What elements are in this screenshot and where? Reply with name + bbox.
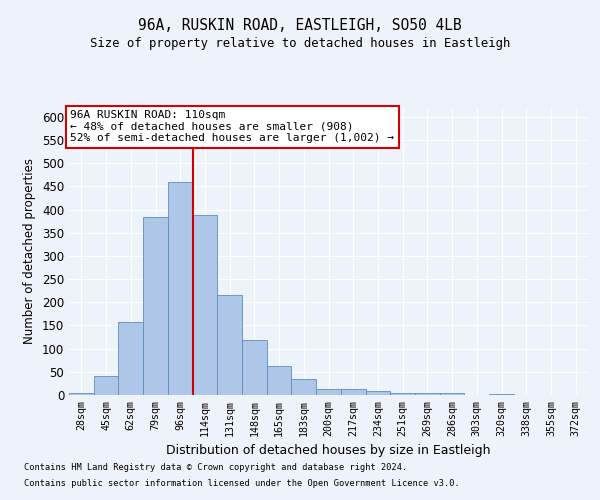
Bar [242, 340, 267, 395]
Text: Contains HM Land Registry data © Crown copyright and database right 2024.: Contains HM Land Registry data © Crown c… [24, 462, 407, 471]
Text: Size of property relative to detached houses in Eastleigh: Size of property relative to detached ho… [90, 38, 510, 51]
Bar [143, 218, 168, 395]
Bar [365, 391, 390, 395]
X-axis label: Distribution of detached houses by size in Eastleigh: Distribution of detached houses by size … [166, 444, 491, 457]
Text: 96A RUSKIN ROAD: 110sqm
← 48% of detached houses are smaller (908)
52% of semi-d: 96A RUSKIN ROAD: 110sqm ← 48% of detache… [70, 110, 394, 144]
Bar [316, 388, 341, 395]
Text: 96A, RUSKIN ROAD, EASTLEIGH, SO50 4LB: 96A, RUSKIN ROAD, EASTLEIGH, SO50 4LB [138, 18, 462, 32]
Bar [267, 366, 292, 395]
Bar [415, 393, 440, 395]
Bar [193, 215, 217, 395]
Bar [94, 376, 118, 395]
Bar [341, 388, 365, 395]
Bar [118, 322, 143, 395]
Bar [390, 393, 415, 395]
Bar [489, 394, 514, 395]
Text: Contains public sector information licensed under the Open Government Licence v3: Contains public sector information licen… [24, 479, 460, 488]
Bar [292, 379, 316, 395]
Bar [440, 393, 464, 395]
Y-axis label: Number of detached properties: Number of detached properties [23, 158, 37, 344]
Bar [168, 182, 193, 395]
Bar [69, 393, 94, 395]
Bar [217, 296, 242, 395]
